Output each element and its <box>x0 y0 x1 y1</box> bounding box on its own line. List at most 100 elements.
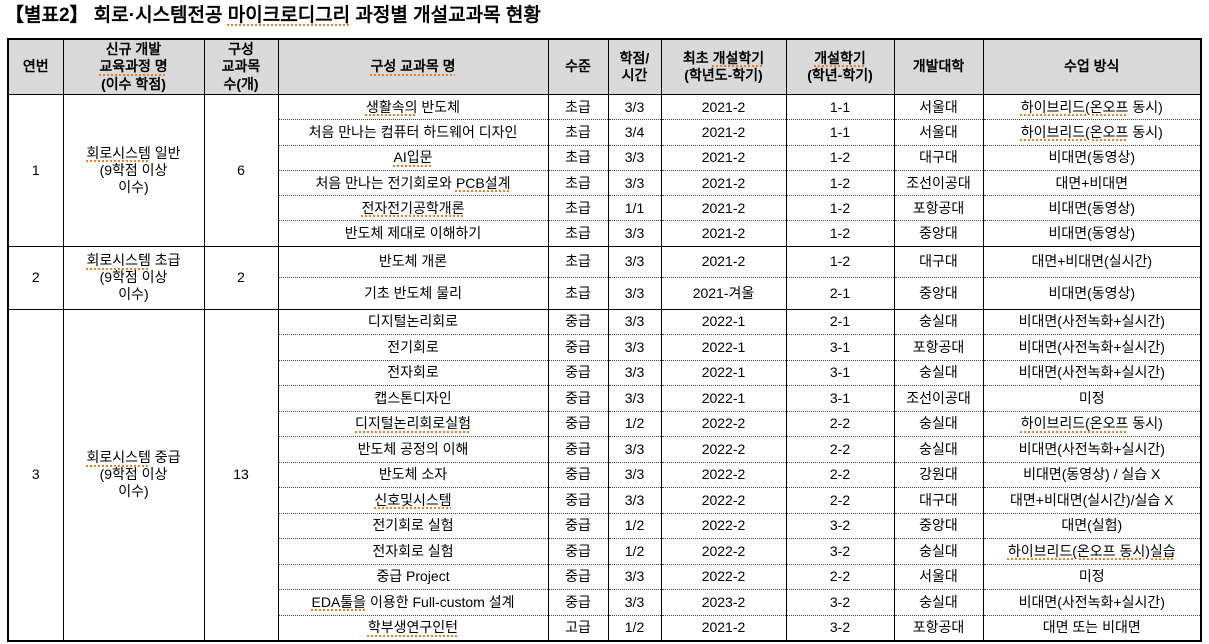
cell-subject-name: 반도체 공정의 이해 <box>277 436 548 463</box>
cell-credit-hours: 3/3 <box>607 359 661 386</box>
cell-term: 3-1 <box>785 334 894 361</box>
cell-method: 비대면(사전녹화+실시간) <box>982 334 1201 361</box>
cell-first-term: 2023-2 <box>660 589 786 616</box>
cell-univ: 숭실대 <box>893 538 983 565</box>
cell-level: 중급 <box>547 334 608 361</box>
cell-level: 중급 <box>547 487 608 514</box>
cell-univ: 숭실대 <box>893 436 983 463</box>
cell-credit-hours: 3/3 <box>607 169 661 196</box>
cell-first-term: 2021-2 <box>660 119 786 146</box>
cell-subject-name: 전자회로 실험 <box>277 538 548 565</box>
cell-level: 초급 <box>547 144 608 171</box>
cell-method: 대면+비대면 <box>982 169 1201 196</box>
cell-method: 대면+비대면(실시간) <box>982 245 1201 278</box>
cell-subject-name: 반도체 개론 <box>277 245 548 278</box>
misspelling-underline: 회로시스템 <box>86 144 151 161</box>
cell-term: 3-2 <box>785 512 894 539</box>
cell-first-term: 2021-2 <box>660 144 786 171</box>
cell-course-name: 회로시스템 초급 (9학점 이상 이수) <box>62 245 204 310</box>
table-row: 3 회로시스템 중급 (9학점 이상 이수) 13 디지털논리회로 중급 3/3 2022-1 2… <box>7 308 1201 641</box>
cell-method: 대면(실험) <box>982 512 1201 539</box>
cell-term: 2-2 <box>785 436 894 463</box>
cell-credit-hours: 3/3 <box>607 308 661 335</box>
cell-method: 대면+비대면(실시간)/실습 X <box>982 487 1201 514</box>
cell-credit-hours: 3/3 <box>607 245 661 278</box>
misspelling-underline: 신호및시스템 <box>374 491 452 508</box>
cell-univ: 조선이공대 <box>893 169 983 196</box>
cell-method: 하이브리드(온오프 동시) <box>982 93 1201 120</box>
cell-first-term: 2022-2 <box>660 563 786 590</box>
table-row: 1 회로시스템 일반 (9학점 이상 이수) 6 생활속의 반도체 초급 3/3 2021-2 1… <box>7 93 1201 247</box>
cell-univ: 포항공대 <box>893 334 983 361</box>
cell-level: 중급 <box>547 563 608 590</box>
cell-univ: 포항공대 <box>893 195 983 221</box>
cell-first-term: 2022-1 <box>660 334 786 361</box>
misspelling-underline: 하이브리드(온오프 동시)실습 <box>1007 542 1176 559</box>
misspelling-underline: 마이크로디그리 <box>227 5 351 26</box>
cell-credit-hours: 3/3 <box>607 277 661 310</box>
misspelling-underline: 생활속의 <box>365 98 418 115</box>
cell-level: 초급 <box>547 169 608 196</box>
cell-level: 초급 <box>547 93 608 120</box>
table-row: 중급 Project 중급 3/3 2022-2 2-2 서울대 미정 <box>8 563 1201 590</box>
cell-subject-name: 디지털논리회로 <box>277 308 548 335</box>
cell-first-term: 2021-2 <box>660 220 786 247</box>
cell-subject-name: EDA툴을 이용한 Full-custom 설계 <box>277 589 548 616</box>
cell-subject-name: 처음 만나는 전기회로와 PCB설계 <box>277 169 548 196</box>
table-row: 처음 만나는 컴퓨터 하드웨어 디자인 초급 3/4 2021-2 1-1 서울대 하이브리… <box>8 119 1201 146</box>
cell-univ: 중앙대 <box>893 512 983 539</box>
cell-term: 1-2 <box>785 144 894 171</box>
cell-method: 하이브리드(온오프 동시)실습 <box>982 538 1201 565</box>
cell-univ: 중앙대 <box>893 277 983 310</box>
misspelling-underline: EDA툴을 <box>311 593 367 610</box>
table-header: 연번 신규 개발 교육과정 명 (이수 학점) 구성 교과목 수(개) 구성 교과목 명 수준 학… <box>7 39 1201 95</box>
misspelling-underline: 학부생연구인턴 <box>367 619 459 636</box>
col-header-univ: 개발대학 <box>893 39 983 95</box>
cell-level: 중급 <box>547 410 608 437</box>
table-row: 2 회로시스템 초급 (9학점 이상 이수) 2 반도체 개론 초급 3/3 2021-2 1-2… <box>7 245 1201 310</box>
cell-subject-name: 반도체 제대로 이해하기 <box>277 220 548 247</box>
cell-method: 하이브리드(온오프 동시) <box>982 119 1201 146</box>
cell-first-term: 2022-2 <box>660 410 786 437</box>
cell-first-term: 2021-2 <box>660 169 786 196</box>
cell-level: 초급 <box>547 195 608 221</box>
cell-course-name: 회로시스템 일반 (9학점 이상 이수) <box>62 94 204 247</box>
cell-first-term: 2022-2 <box>660 436 786 463</box>
cell-subject-name: 전기회로 <box>277 334 548 361</box>
cell-term: 2-2 <box>785 461 894 488</box>
cell-univ: 포항공대 <box>893 614 983 641</box>
cell-level: 중급 <box>547 589 608 616</box>
misspelling-underline: 회로시스템 <box>86 449 151 466</box>
cell-univ: 강원대 <box>893 461 983 488</box>
cell-first-term: 2021-2 <box>660 614 786 641</box>
cell-method: 비대면(사전녹화+실시간) <box>982 359 1201 386</box>
cell-first-term: 2022-2 <box>660 512 786 539</box>
cell-univ: 조선이공대 <box>893 385 983 412</box>
cell-subject-name: 캡스톤디자인 <box>277 385 548 412</box>
cell-method: 대면 또는 비대면 <box>982 614 1201 641</box>
cell-course-count: 6 <box>203 94 278 247</box>
cell-subject-name: 전자전기공학개론 <box>277 195 548 221</box>
table-row: 처음 만나는 전기회로와 PCB설계 초급 3/3 2021-2 1-2 조선이공대 대면+… <box>8 169 1201 196</box>
misspelling-underline: 전자전기공학개론 <box>361 199 465 216</box>
cell-level: 초급 <box>547 245 608 278</box>
cell-credit-hours: 3/4 <box>607 119 661 146</box>
cell-term: 1-1 <box>785 93 894 120</box>
misspelling-underline: PCB설계 <box>455 174 511 191</box>
col-header-credit: 학점/시간 <box>607 39 661 95</box>
cell-method: 비대면(동영상) <box>982 220 1201 247</box>
cell-first-term: 2021-겨울 <box>660 277 786 310</box>
cell-level: 중급 <box>547 385 608 412</box>
cell-first-term: 2022-2 <box>660 461 786 488</box>
cell-method: 하이브리드(온오프 동시) <box>982 410 1201 437</box>
cell-first-term: 2021-2 <box>660 245 786 278</box>
cell-univ: 숭실대 <box>893 359 983 386</box>
cell-term: 3-2 <box>785 589 894 616</box>
cell-term: 3-2 <box>785 538 894 565</box>
misspelling-underline: AI입문 <box>393 149 433 166</box>
col-header-first_term: 최초 개설학기 (학년도-학기) <box>660 39 786 95</box>
cell-level: 중급 <box>547 359 608 386</box>
cell-method: 비대면(사전녹화+실시간) <box>982 589 1201 616</box>
cell-credit-hours: 1/2 <box>607 410 661 437</box>
cell-method: 미정 <box>982 385 1201 412</box>
